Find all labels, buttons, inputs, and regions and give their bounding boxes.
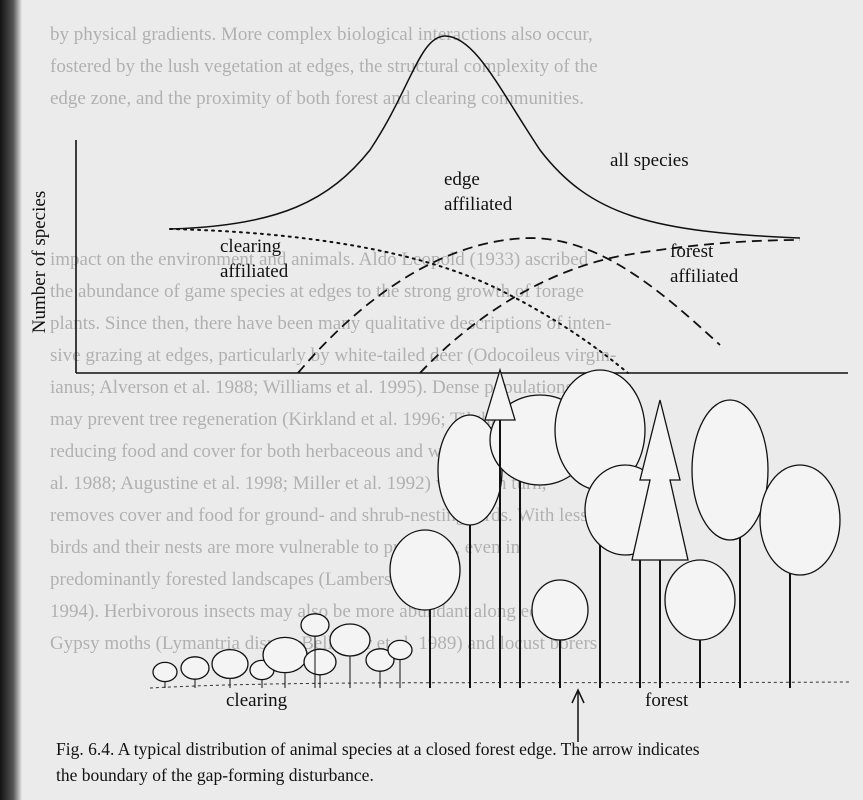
- curve-label: edge: [444, 169, 480, 190]
- curve-label: affiliated: [670, 266, 739, 287]
- bleed-through-line: may prevent tree regeneration (Kirkland …: [50, 409, 577, 430]
- shrub: [329, 623, 371, 657]
- bleed-through-line: by physical gradients. More complex biol…: [50, 24, 593, 45]
- shrub: [365, 648, 395, 672]
- caption-line: Fig. 6.4. A typical distribution of anim…: [56, 739, 700, 759]
- binding-shadow: [0, 0, 22, 800]
- all-species-curve: [169, 35, 801, 239]
- bleed-through-line: fostered by the lush vegetation at edges…: [50, 56, 598, 77]
- shrub: [211, 648, 249, 680]
- curve-label: forest: [670, 241, 714, 262]
- shrub: [300, 613, 330, 637]
- scene-label: clearing: [226, 690, 288, 711]
- shrub: [387, 639, 413, 661]
- caption-line: the boundary of the gap-forming disturba…: [56, 765, 374, 785]
- edge-curve: [297, 237, 721, 374]
- scene-label: forest: [645, 690, 689, 711]
- curve-label: clearing: [220, 236, 282, 257]
- forest-curve: [419, 239, 801, 374]
- bleed-through-line: ianus; Alverson et al. 1988; Williams et…: [50, 377, 632, 398]
- bleed-through-line: edge zone, and the proximity of both for…: [50, 88, 584, 109]
- bleed-through-line: Gypsy moths (Lymantria dispar; Bellinger…: [50, 633, 597, 654]
- shrub: [303, 648, 337, 676]
- bleed-through-line: the abundance of game species at edges t…: [50, 281, 584, 302]
- bleed-through-line: al. 1988; Augustine et al. 1998; Miller …: [50, 473, 547, 494]
- bleed-through-line: plants. Since then, there have been many…: [50, 313, 611, 334]
- curve-label: all species: [610, 150, 689, 171]
- shrub: [262, 636, 308, 674]
- y-axis-label: Number of species: [29, 191, 50, 333]
- bleed-through-line: predominantly forested landscapes (Lambe…: [50, 569, 452, 590]
- curve-label: affiliated: [220, 261, 289, 282]
- bleed-through-line: removes cover and food for ground- and s…: [50, 505, 639, 526]
- bleed-through-line: impact on the environment and animals. A…: [50, 249, 589, 270]
- bleed-through-line: sive grazing at edges, particularly by w…: [50, 345, 616, 366]
- shrub: [180, 656, 210, 680]
- shrub: [152, 661, 178, 683]
- clearing-curve: [169, 228, 629, 374]
- curve-label: affiliated: [444, 194, 513, 215]
- forest-edge-illustration: [149, 367, 851, 742]
